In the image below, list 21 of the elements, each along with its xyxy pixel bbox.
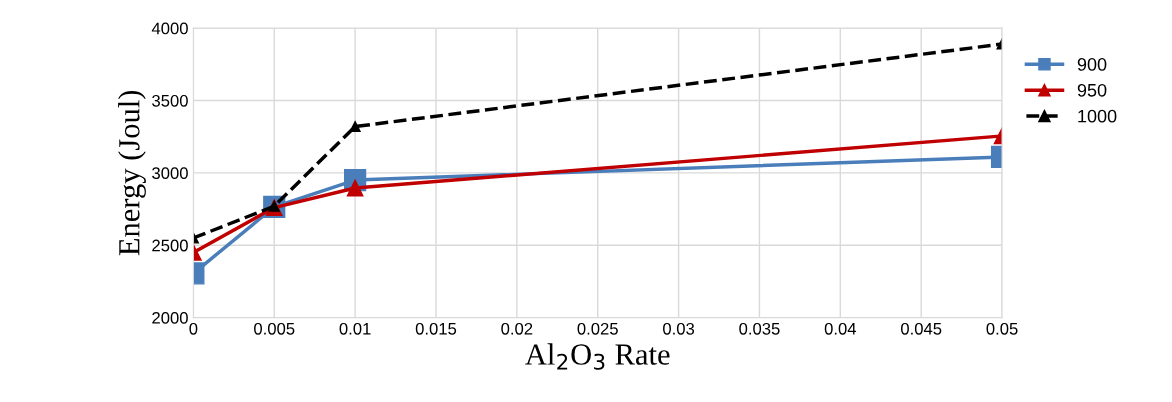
x-tick-label: 0.03 [663,322,695,335]
x-axis-title: Al$_{2}$O$_{3}$ Rate [525,343,670,370]
x-tick-label: 0.015 [415,322,457,335]
y-tick-label: 3500 [152,94,188,107]
x-tick-label: 0.05 [986,322,1018,335]
legend-label: 900 [1077,58,1107,71]
x-tick-label: 0.01 [339,322,371,335]
x-tick-label: 0.025 [577,322,618,335]
y-tick-label: 3000 [152,167,188,180]
x-tick-label: 0.02 [501,322,533,335]
x-tick-label: 0 [189,322,198,335]
y-axis-title: Energy (Joul) [118,90,146,256]
x-tick-label: 0.04 [824,322,857,335]
x-tick-label: 0.035 [739,322,780,335]
legend-label: 950 [1077,83,1107,97]
x-tick-label: 0.005 [254,322,295,335]
y-tick-label: 2000 [152,311,188,324]
y-tick-label: 2500 [152,239,188,252]
x-tick-label: 0.045 [900,322,942,335]
legend-label: 1000 [1078,109,1117,123]
y-tick-label: 4000 [151,22,188,35]
